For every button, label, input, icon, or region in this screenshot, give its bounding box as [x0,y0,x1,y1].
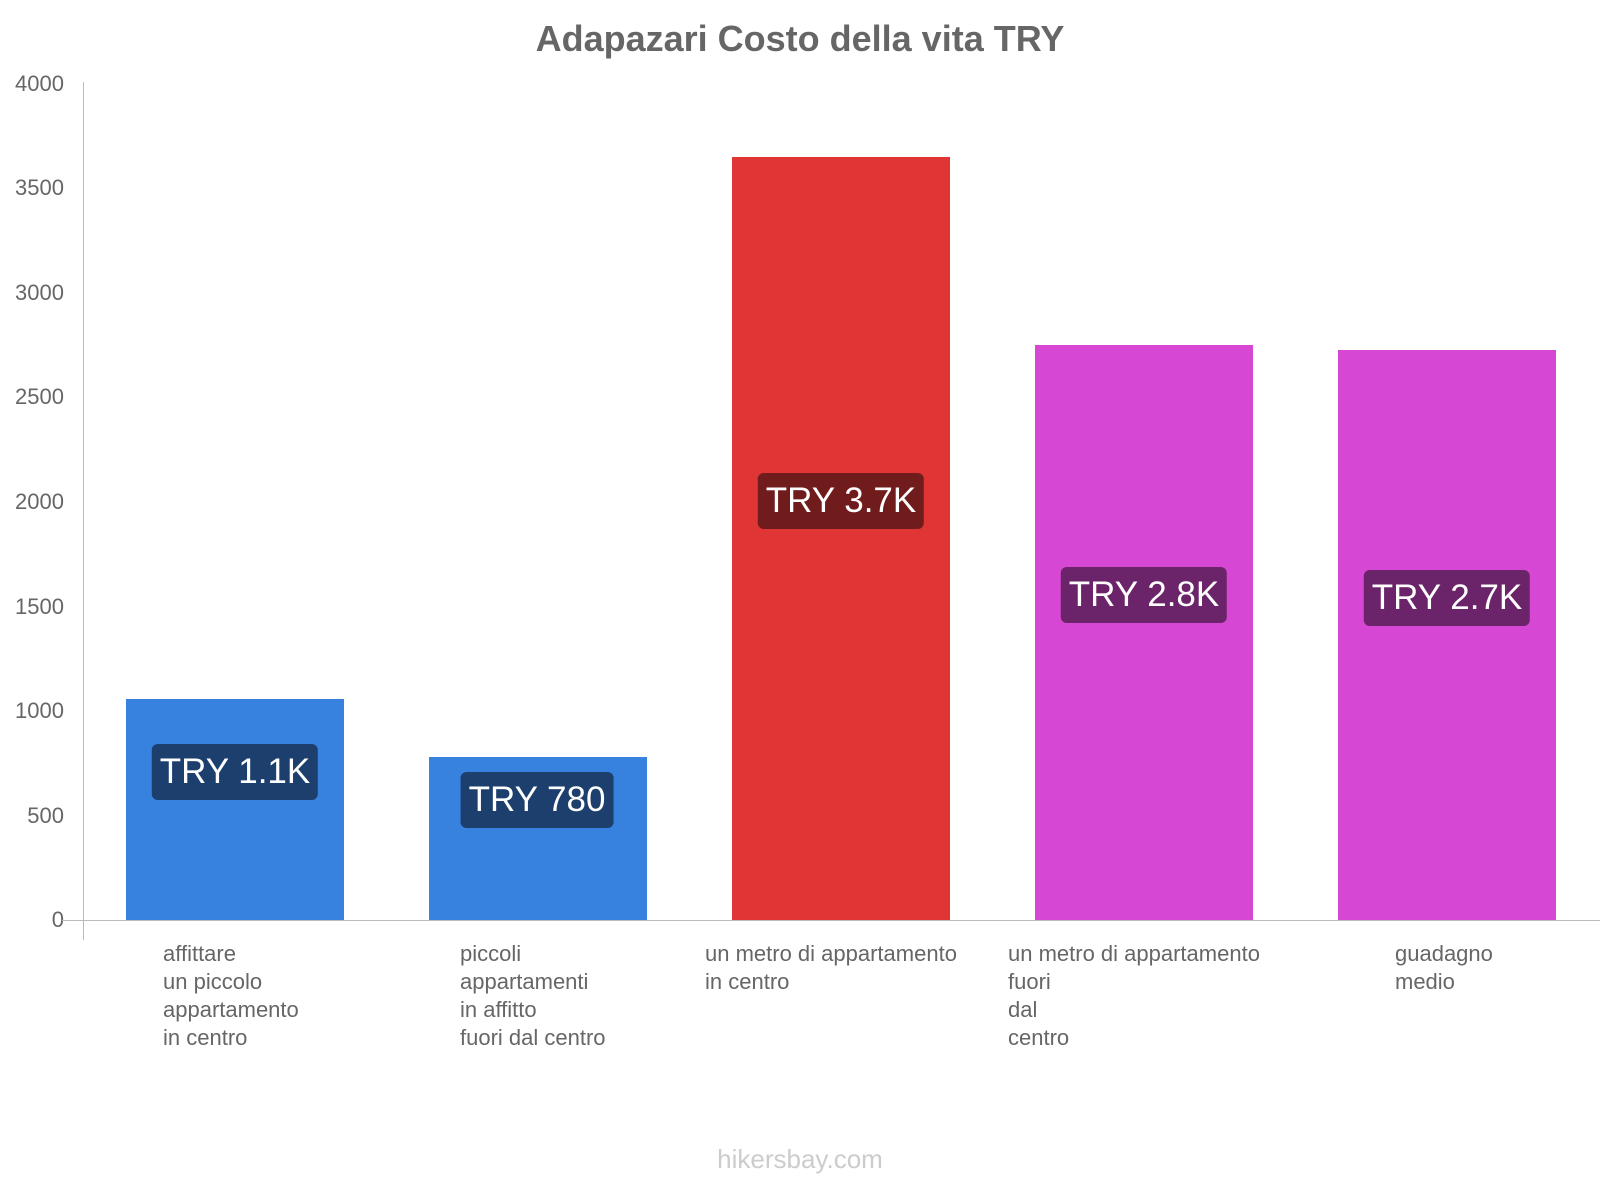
data-label: TRY 1.1K [151,744,319,800]
x-axis-line [62,920,1600,921]
bar-sqm-center [732,157,950,920]
y-tick: 3500 [15,175,64,200]
zero-tick [62,920,83,921]
y-tick: 3000 [15,280,64,305]
x-label-sqm-center: un metro di appartamento in centro [705,941,957,994]
data-label: TRY 2.8K [1060,567,1228,623]
y-axis-line [83,82,84,940]
y-tick: 1500 [15,594,64,619]
y-tick: 1000 [15,698,64,723]
y-tick: 4000 [15,71,64,96]
chart-title: Adapazari Costo della vita TRY [535,18,1065,59]
y-tick: 500 [27,803,64,828]
y-tick: 2000 [15,489,64,514]
data-label: TRY 2.7K [1363,570,1531,626]
bar-avg-salary [1338,350,1556,920]
bar-rent-small-center [126,699,344,920]
y-tick: 0 [51,907,64,932]
x-label-sqm-outside: un metro di appartamento fuori dal centr… [1008,941,1260,1050]
footer-watermark: hikersbay.com [717,1144,883,1174]
y-tick: 2500 [15,384,64,409]
data-label: TRY 3.7K [757,473,925,529]
data-label: TRY 780 [460,772,614,828]
x-label-rent-small-center: affittare un piccolo appartamento in cen… [163,941,299,1050]
bar-sqm-outside [1035,345,1253,920]
x-label-rent-small-outside: piccoli appartamenti in affitto fuori da… [460,941,606,1050]
x-label-avg-salary: guadagno medio [1395,941,1493,994]
